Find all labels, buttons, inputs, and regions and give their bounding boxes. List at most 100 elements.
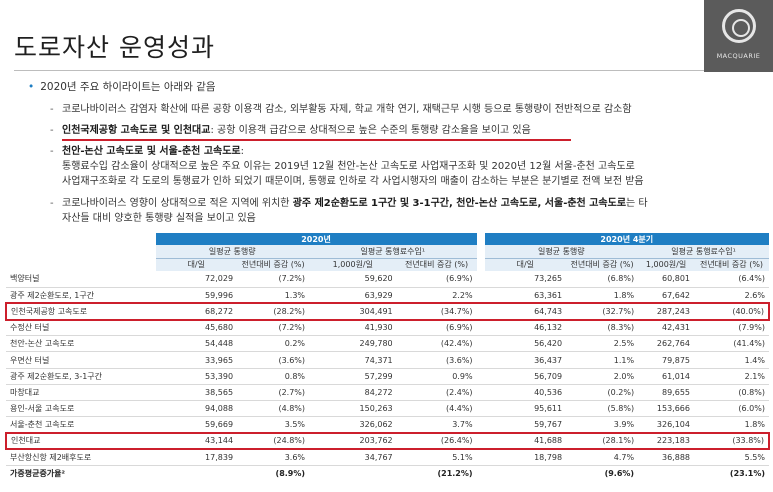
logo-emblem-icon (722, 9, 756, 43)
table-cell: (41.4%) (694, 335, 769, 353)
table-cell: (7.9%) (694, 319, 769, 337)
table-cell: 1.3% (237, 287, 310, 304)
table-cell: (7.2%) (237, 271, 310, 288)
logo-text: MACQUARIE (716, 52, 761, 60)
table-cell: (2.7%) (237, 384, 310, 402)
table-cell: 0.8% (237, 368, 310, 385)
table-cell: (6.4%) (694, 271, 769, 288)
table-row: 광주 제2순환도로, 1구간 59,996 1.3% 63,929 2.2% 63,361… (6, 287, 769, 304)
table-cell: 1.8% (694, 416, 769, 434)
table-cell: 3.6% (237, 449, 310, 466)
table-cell: 95,611 (484, 400, 567, 418)
table-cell: 41,688 (484, 431, 567, 451)
row-label: 수정산 터널 (6, 319, 156, 337)
sub-bullet-cheonan: - 천안-논산 고속도로 및 서울-춘천 고속도로: (50, 144, 244, 159)
table-cell: (2.4%) (396, 384, 477, 402)
table-cell: 40,536 (484, 384, 567, 402)
header-period-q4: 2020년 4분기 (484, 233, 769, 245)
table-cell: 3.9% (566, 416, 639, 434)
table-cell: (28.1%) (566, 431, 639, 451)
total-label: 가중평균증가율² (6, 464, 156, 482)
table-row: 마창대교 38,565 (2.7%) 84,272 (2.4%) 40,536 (0.2%)… (6, 384, 769, 402)
table-cell: 18,798 (484, 449, 567, 466)
table-cell: 2.6% (694, 287, 769, 304)
table-row: 인천국제공항 고속도로 68,272 (28.2%) 304,491 (34.7%) 64… (5, 302, 770, 321)
table-cell: 326,104 (638, 416, 694, 434)
row-label: 천안-논산 고속도로 (6, 335, 156, 353)
table-body: 백양터널 72,029 (7.2%) 59,620 (6.9%) 73,265 (6.8%)… (5, 271, 770, 482)
title-divider (14, 70, 714, 71)
table-cell: (0.2%) (566, 384, 639, 402)
sub-bullet-text: : 공항 이용객 급감으로 상대적으로 높은 수준의 통행량 감소율을 보이고 … (210, 125, 531, 136)
table-row: 수정산 터널 45,680 (7.2%) 41,930 (6.9%) 46,132 (8.3… (6, 319, 769, 337)
header-traffic: 일평균 통행량 (155, 245, 310, 259)
table-cell: 223,183 (638, 431, 694, 451)
table-cell: 73,265 (484, 271, 567, 288)
table-cell: 67,642 (638, 287, 694, 304)
table-cell: 1.8% (566, 287, 639, 304)
table-cell: (6.9%) (396, 319, 477, 337)
table-cell: 5.5% (694, 449, 769, 466)
table-row: 부산항신항 제2배후도로 17,839 3.6% 34,767 5.1% 18,798 4.… (6, 449, 769, 466)
table-row: 천안-논산 고속도로 54,448 0.2% 249,780 (42.4%) 56,420… (6, 335, 769, 353)
table-cell: 59,996 (155, 287, 238, 304)
dash-icon: - (50, 198, 54, 209)
table-cell: (0.8%) (694, 384, 769, 402)
table-cell: (28.2%) (237, 302, 310, 321)
table-cell: 57,299 (309, 368, 397, 385)
dash-icon: - (50, 104, 54, 115)
sub-bullet-cheonan-line3: 사업재구조화로 각 도로의 통행료가 인하 되었기 때문이며, 통행료 인하로 … (62, 176, 644, 187)
table-cell: 53,390 (155, 368, 238, 385)
table-header-units: 대/일 전년대비 증감 (%) 1,000원/일 전년대비 증감 (%) 대/일… (6, 258, 769, 271)
table-cell: 41,930 (309, 319, 397, 337)
table-row: 서울-춘천 고속도로 59,669 3.5% 326,062 3.7% 59,767 3.9… (6, 416, 769, 434)
table-cell: 60,801 (638, 271, 694, 288)
header-unit: 전년대비 증감 (%) (237, 258, 310, 271)
sub-bullet-bold: 천안-논산 고속도로 및 서울-춘천 고속도로 (62, 146, 241, 157)
sub-bullet-bold: 광주 제2순환도로 1구간 및 3-1구간, 천안-논산 고속도로, 서울-춘천… (292, 198, 627, 209)
table-cell: 43,144 (155, 431, 238, 451)
table-cell: 45,680 (155, 319, 238, 337)
row-label: 부산항신항 제2배후도로 (6, 449, 156, 466)
sub-bullet-text: 는 타 (626, 198, 648, 209)
table-cell: 0.9% (396, 368, 477, 385)
table-cell: 36,437 (484, 351, 567, 369)
road-assets-table: 2020년 2020년 4분기 일평균 통행량 일평균 통행료수입¹ 일평균 통… (5, 233, 770, 482)
table-cell: (6.0%) (694, 400, 769, 418)
table-cell: 33,965 (155, 351, 238, 369)
table-cell: 59,620 (309, 271, 397, 288)
row-label: 마창대교 (6, 384, 156, 402)
total-cell: (9.6%) (566, 464, 639, 482)
dash-icon: - (50, 125, 54, 136)
sub-bullet-bold: 인천국제공항 고속도로 및 인천대교 (62, 125, 211, 136)
table-total-row: 가중평균증가율² (8.9%) (21.2%) (9.6%) (23.1%) (6, 464, 769, 482)
table-cell: 36,888 (638, 449, 694, 466)
total-cell: (21.2%) (396, 464, 477, 482)
table-cell: (6.9%) (396, 271, 477, 288)
table-cell: 89,655 (638, 384, 694, 402)
table-row: 백양터널 72,029 (7.2%) 59,620 (6.9%) 73,265 (6.8%)… (6, 271, 769, 288)
row-label: 백양터널 (6, 271, 156, 288)
table-cell: 94,088 (155, 400, 238, 418)
table-cell: 287,243 (638, 302, 694, 321)
table-cell: 153,666 (638, 400, 694, 418)
table-cell: 262,764 (638, 335, 694, 353)
table-cell: (40.0%) (694, 302, 770, 321)
table-cell: 61,014 (638, 368, 694, 385)
sub-bullet-text: 코로나바이러스 영향이 상대적으로 적은 지역에 위치한 (62, 198, 293, 209)
table-cell: 304,491 (309, 302, 397, 321)
header-unit: 전년대비 증감 (%) (396, 258, 477, 271)
table-cell: (24.8%) (237, 431, 310, 451)
bullet-text: 2020년 주요 하이라이트는 아래와 같음 (40, 81, 216, 93)
table-cell: 84,272 (309, 384, 397, 402)
table-cell: 0.2% (237, 335, 310, 353)
table-cell: 2.1% (694, 368, 769, 385)
table-cell: (7.2%) (237, 319, 310, 337)
row-label: 인천국제공항 고속도로 (5, 302, 156, 321)
table-cell: 150,263 (309, 400, 397, 418)
table-cell: 1.1% (566, 351, 639, 369)
sub-bullet-cheonan-line2: 통행료수입 감소율이 상대적으로 높은 주요 이유는 2019년 12월 천안-… (62, 161, 635, 172)
table-cell: 59,767 (484, 416, 567, 434)
header-unit: 대/일 (155, 258, 238, 271)
dash-icon: - (50, 146, 54, 157)
